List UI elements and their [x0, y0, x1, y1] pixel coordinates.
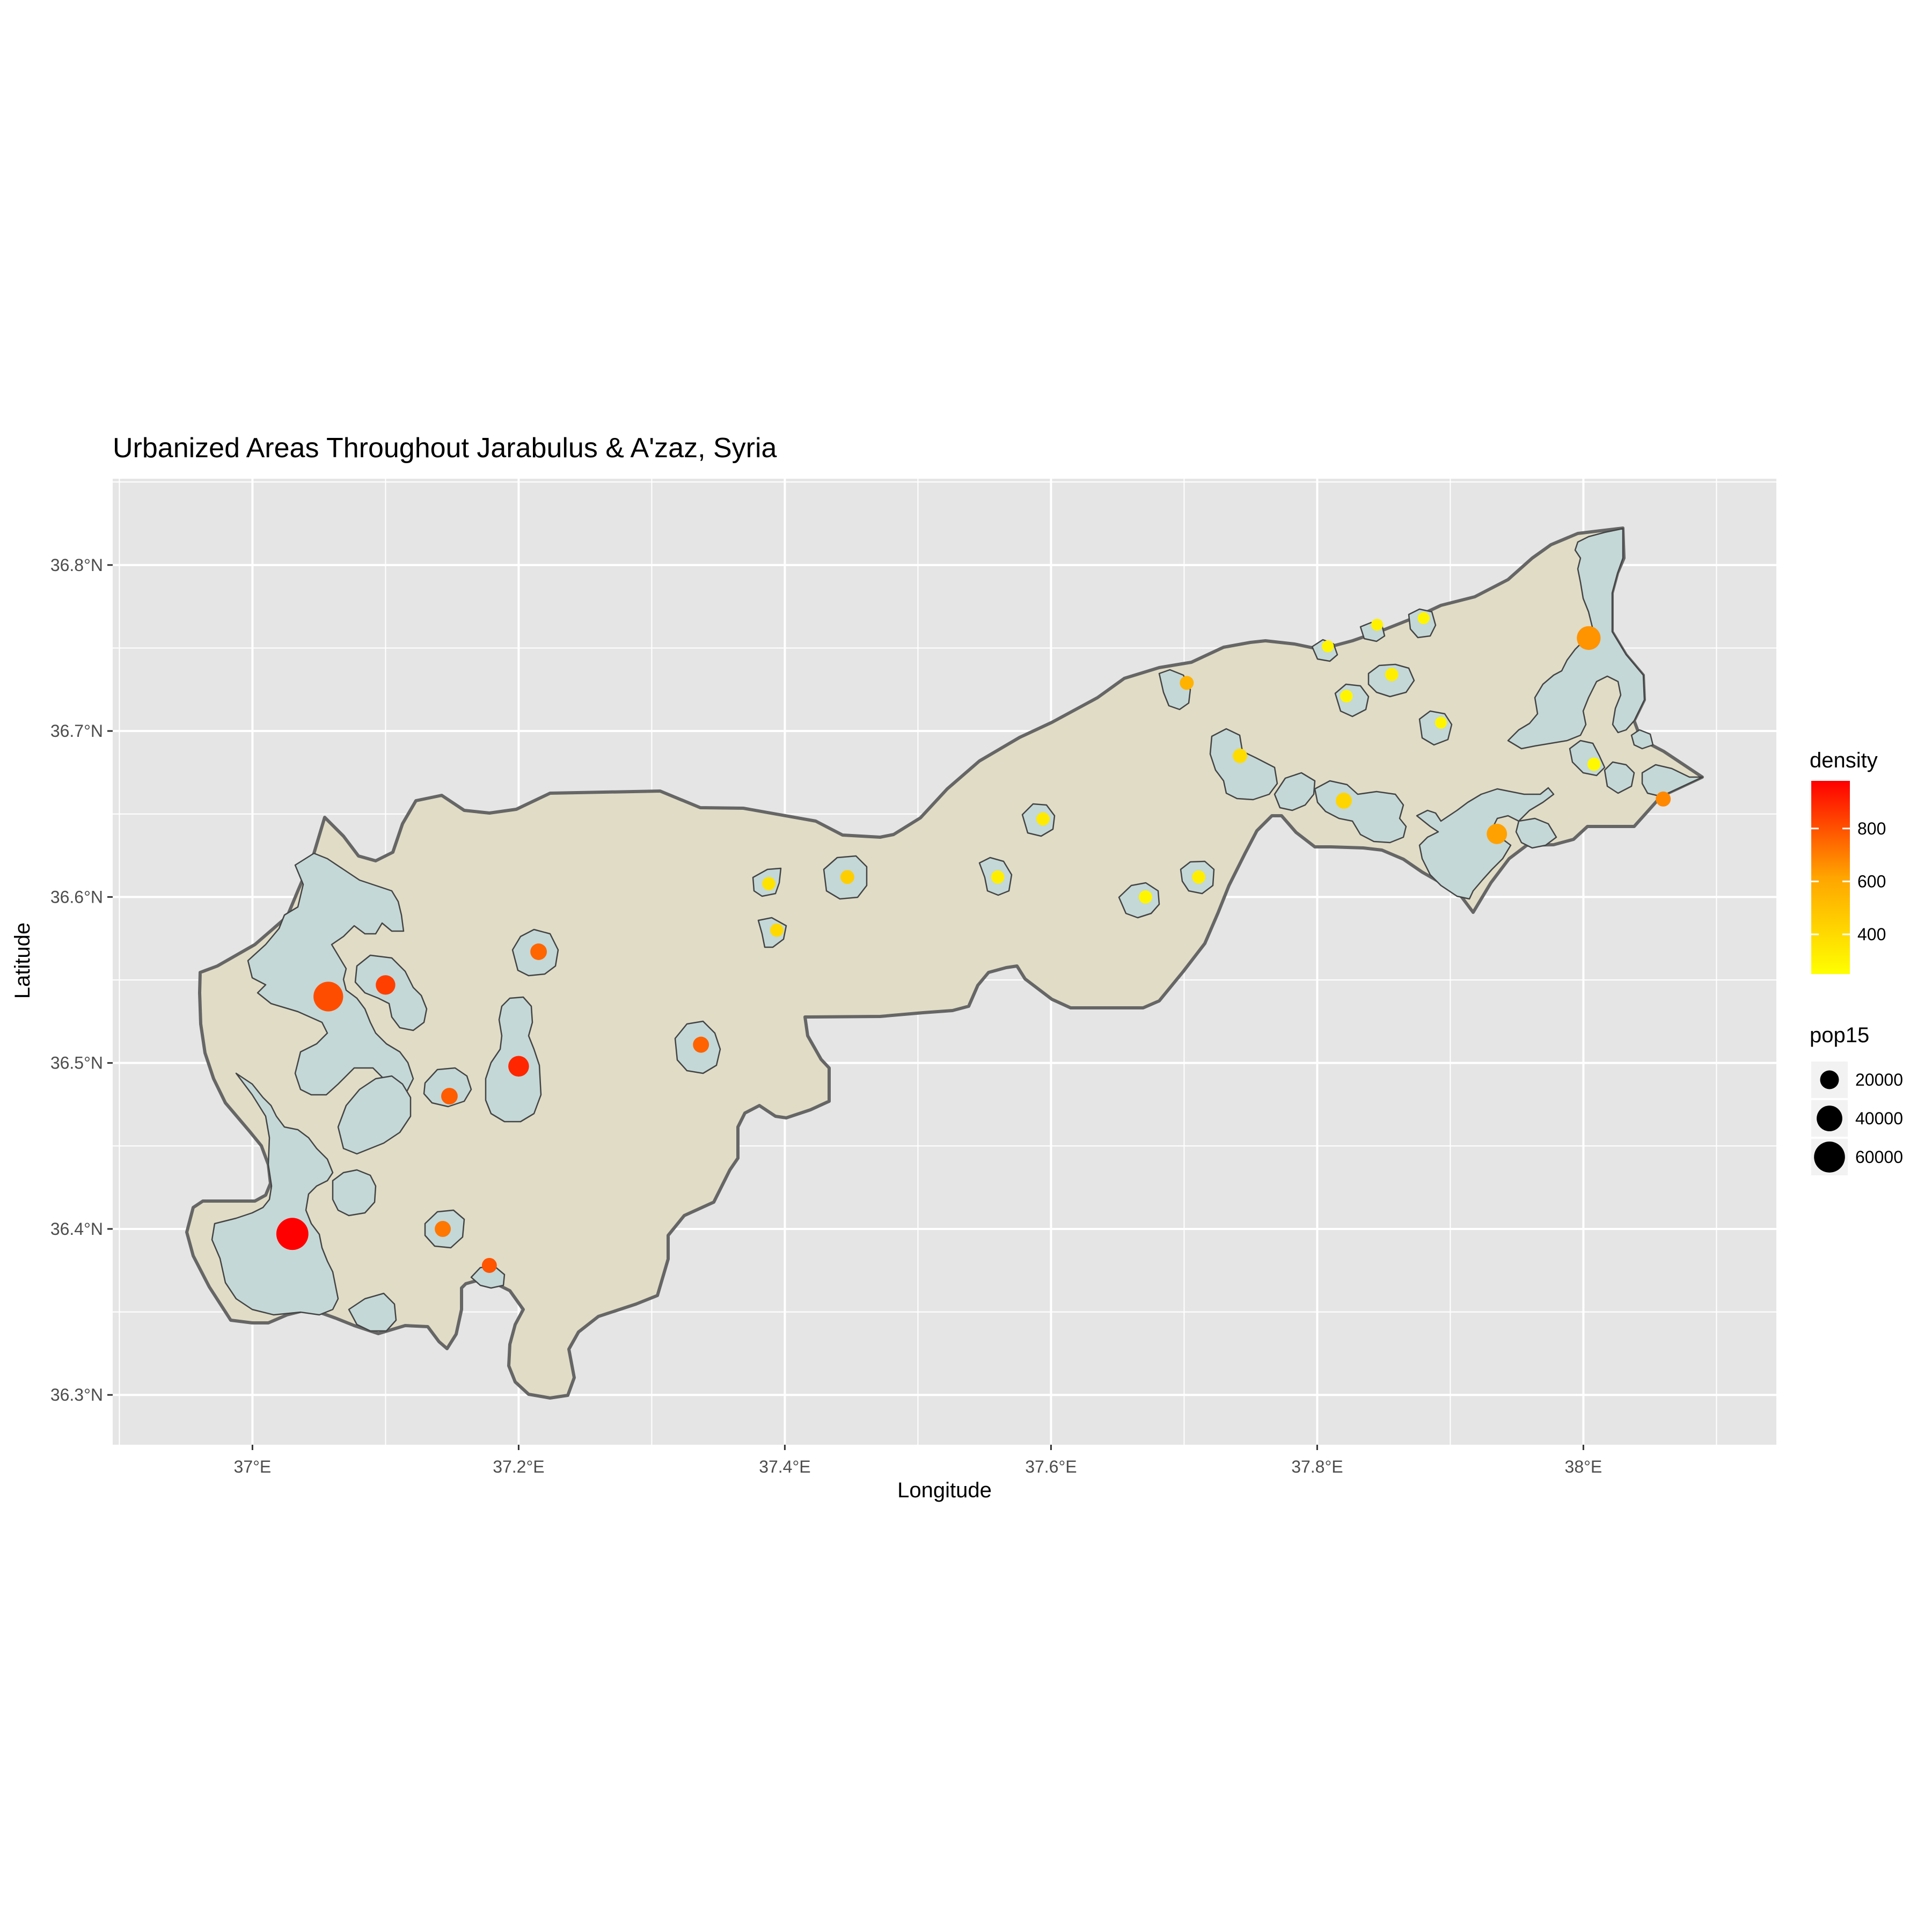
population-point [1322, 640, 1334, 653]
population-point [276, 1218, 309, 1250]
urban-area [1641, 764, 1703, 797]
pop15-key-label: 60000 [1855, 1147, 1903, 1167]
population-point [1371, 619, 1384, 631]
pop15-key-dot [1817, 1106, 1842, 1131]
y-tick-label: 36.6°N [50, 887, 103, 906]
population-point [991, 870, 1005, 884]
y-tick-label: 36.5°N [50, 1053, 103, 1073]
urban-area [348, 1292, 397, 1332]
pop15-legend-title: pop15 [1810, 1023, 1869, 1047]
population-point [762, 877, 776, 891]
pop15-key-label: 20000 [1855, 1070, 1903, 1089]
population-point [313, 982, 343, 1012]
population-point [1192, 870, 1206, 884]
urban-area [1630, 729, 1654, 750]
population-points [276, 612, 1671, 1273]
population-point [441, 1088, 458, 1104]
y-axis-label: Latitude [11, 923, 34, 999]
urban-area [1604, 761, 1635, 794]
population-point [1487, 823, 1507, 844]
population-point [435, 1220, 451, 1237]
urban-area [332, 1169, 377, 1217]
density-tick-label: 800 [1857, 819, 1886, 838]
population-point [1180, 676, 1194, 690]
pop15-key-dot [1820, 1070, 1839, 1089]
urban-area [211, 1072, 339, 1316]
grid-lines [113, 479, 1776, 1445]
population-point [1036, 812, 1050, 826]
urban-area [1515, 817, 1557, 849]
x-tick-label: 37.6°E [1025, 1457, 1077, 1476]
population-point [1587, 757, 1601, 771]
y-tick-label: 36.3°N [50, 1385, 103, 1404]
y-axis: 36.3°N 36.4°N 36.5°N 36.6°N 36.7°N 36.8°N [50, 555, 113, 1404]
x-tick-label: 38°E [1565, 1457, 1602, 1476]
population-point [508, 1056, 529, 1077]
urban-area [423, 1067, 472, 1108]
x-tick-label: 37.8°E [1291, 1457, 1343, 1476]
urban-area [1507, 528, 1645, 750]
urban-area [337, 1075, 412, 1155]
population-point [481, 1257, 497, 1273]
map-title: Urbanized Areas Throughout Jarabulus & A… [113, 433, 777, 464]
urban-area [1418, 710, 1453, 746]
pop15-key-dot [1814, 1141, 1845, 1173]
population-point [770, 923, 784, 937]
x-axis-label: Longitude [897, 1479, 992, 1502]
population-point [840, 870, 854, 884]
population-point [693, 1036, 709, 1053]
population-point [1656, 791, 1671, 807]
population-point [1336, 793, 1352, 809]
population-point [1417, 612, 1430, 624]
population-point [1435, 716, 1447, 729]
district-boundary [185, 526, 1704, 1400]
population-point [1340, 690, 1353, 702]
urban-area [1416, 787, 1555, 900]
population-point [376, 975, 396, 995]
population-point [1577, 626, 1601, 650]
density-tick-label: 600 [1857, 872, 1886, 891]
x-tick-label: 37°E [234, 1457, 272, 1476]
urban-area [1274, 772, 1316, 811]
pop15-key-label: 40000 [1855, 1109, 1903, 1128]
population-point [530, 943, 547, 960]
y-tick-label: 36.7°N [50, 721, 103, 741]
density-colorbar [1811, 781, 1850, 974]
x-tick-label: 37.2°E [493, 1457, 544, 1476]
x-axis: 37°E 37.2°E 37.4°E 37.6°E 37.8°E 38°E [234, 1445, 1602, 1476]
population-point [1233, 749, 1248, 763]
y-tick-label: 36.8°N [50, 555, 103, 575]
x-tick-label: 37.4°E [759, 1457, 810, 1476]
population-point [1385, 668, 1399, 682]
pop15-legend-keys: 20000 40000 60000 [1811, 1062, 1903, 1175]
urban-area [1209, 728, 1278, 801]
density-legend-ticks: 400 600 800 [1811, 819, 1886, 944]
y-tick-label: 36.4°N [50, 1219, 103, 1239]
density-tick-label: 400 [1857, 925, 1886, 944]
density-legend-title: density [1810, 749, 1878, 772]
population-point [1139, 890, 1152, 904]
